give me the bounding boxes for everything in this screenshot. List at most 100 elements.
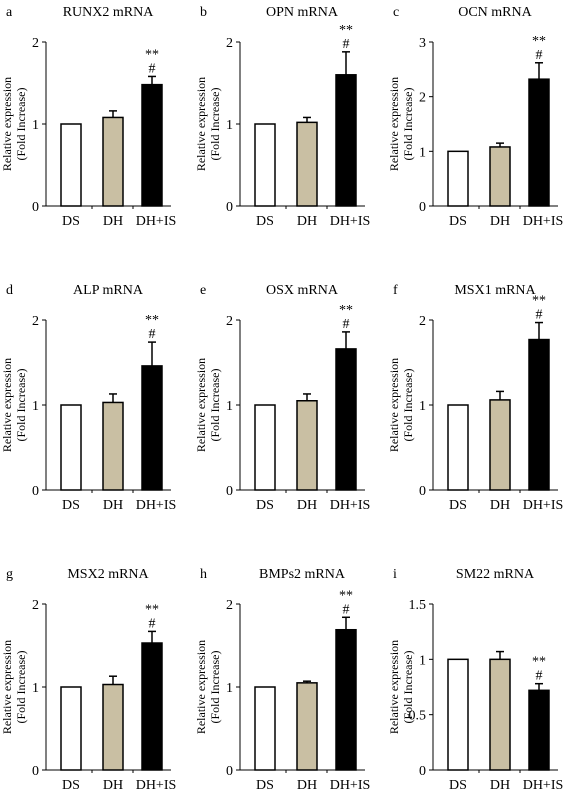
y-axis-label-unit: (Fold Increase) — [14, 651, 28, 724]
bar-dh-is — [335, 628, 357, 771]
significance-stars: ** — [532, 34, 546, 49]
panel-letter: b — [200, 5, 207, 20]
significance-stars: ** — [145, 313, 159, 328]
y-tick-label: 2 — [226, 36, 233, 51]
y-tick-label: 0 — [32, 200, 39, 215]
significance-hash: # — [343, 317, 350, 332]
y-tick-label: 3 — [419, 36, 426, 51]
y-axis-label: Relative expression — [194, 358, 208, 452]
significance-hash: # — [149, 616, 156, 631]
chart-title: OSX mRNA — [266, 283, 339, 298]
bar-ds — [447, 658, 469, 771]
y-tick-label: 2 — [419, 91, 426, 106]
panel-c: c OCN mRNA Relative expression (Fold Increa… — [387, 5, 563, 229]
y-axis-label-unit: (Fold Increase) — [208, 651, 222, 724]
x-tick-label: DH+IS — [330, 214, 371, 229]
bar-ds — [60, 123, 82, 207]
x-tick-label: DH+IS — [523, 778, 564, 793]
x-tick-label: DH+IS — [136, 214, 177, 229]
bar-ds — [60, 404, 82, 491]
bar-ds — [60, 686, 82, 771]
panel-d: d ALP mRNA Relative expression (Fold Increa… — [0, 283, 176, 513]
x-tick-label: DH+IS — [136, 778, 177, 793]
y-tick-label: 2 — [32, 598, 39, 613]
panel-b: b OPN mRNA Relative expression (Fold Increa… — [194, 5, 370, 229]
bar-dh — [489, 399, 511, 491]
y-tick-label: 1 — [32, 399, 39, 414]
y-axis-label-unit: (Fold Increase) — [14, 369, 28, 442]
panel-letter: g — [6, 567, 13, 582]
x-tick-label: DS — [449, 214, 467, 229]
panel-f: f MSX1 mRNA Relative expression (Fold Incre… — [387, 283, 563, 513]
x-tick-label: DS — [256, 778, 274, 793]
chart-title: ALP mRNA — [73, 283, 144, 298]
significance-hash: # — [536, 48, 543, 63]
panel-letter: a — [6, 5, 13, 20]
bar-dh-is — [141, 83, 163, 207]
y-axis-label: Relative expression — [0, 640, 14, 734]
bar-dh — [296, 121, 318, 207]
y-axis-label: Relative expression — [0, 358, 14, 452]
bar-dh-is — [141, 365, 163, 491]
panel-letter: c — [393, 5, 399, 20]
chart-title: MSX1 mRNA — [454, 283, 536, 298]
chart-title: OPN mRNA — [266, 5, 339, 20]
significance-stars: ** — [532, 655, 546, 670]
bar-dh — [102, 116, 124, 207]
y-tick-label: 2 — [32, 314, 39, 329]
bar-ds — [254, 123, 276, 207]
y-tick-label: 0 — [419, 764, 426, 779]
panel-i: i SM22 mRNA Relative expression (Fold Incre… — [387, 567, 563, 793]
y-tick-label: 2 — [226, 314, 233, 329]
y-axis-label-unit: (Fold Increase) — [401, 651, 415, 724]
y-tick-label: 1 — [226, 118, 233, 133]
panel-e: e OSX mRNA Relative expression (Fold Increa… — [194, 283, 370, 513]
bar-dh — [489, 658, 511, 771]
x-tick-label: DH — [297, 778, 317, 793]
bar-dh — [489, 146, 511, 207]
significance-hash: # — [343, 602, 350, 617]
x-tick-label: DH — [103, 214, 123, 229]
y-axis-label: Relative expression — [387, 640, 401, 734]
panel-letter: i — [393, 567, 397, 582]
bar-dh-is — [528, 338, 550, 491]
panel-a: a RUNX2 mRNA Relative expression (Fold Incr… — [0, 5, 176, 229]
y-axis-label-unit: (Fold Increase) — [401, 88, 415, 161]
x-tick-label: DS — [62, 778, 80, 793]
x-tick-label: DH — [103, 498, 123, 513]
bar-dh-is — [528, 78, 550, 207]
panel-letter: e — [200, 283, 206, 298]
bar-dh — [296, 682, 318, 771]
y-axis-label: Relative expression — [194, 640, 208, 734]
panel-letter: f — [393, 283, 398, 298]
x-tick-label: DS — [256, 498, 274, 513]
panel-letter: d — [6, 283, 13, 298]
x-tick-label: DS — [449, 778, 467, 793]
y-tick-label: 1 — [32, 681, 39, 696]
chart-title: RUNX2 mRNA — [63, 5, 155, 20]
significance-hash: # — [536, 669, 543, 684]
bar-dh-is — [335, 74, 357, 207]
x-tick-label: DS — [449, 498, 467, 513]
y-axis-label: Relative expression — [387, 358, 401, 452]
significance-hash: # — [536, 308, 543, 323]
y-axis-label-unit: (Fold Increase) — [208, 369, 222, 442]
y-tick-label: 1 — [419, 145, 426, 160]
significance-hash: # — [149, 61, 156, 76]
y-tick-label: 0 — [419, 484, 426, 499]
panel-letter: h — [200, 567, 207, 582]
chart-title: MSX2 mRNA — [67, 567, 149, 582]
x-tick-label: DH+IS — [330, 498, 371, 513]
y-tick-label: 0 — [226, 764, 233, 779]
bar-ds — [254, 404, 276, 491]
y-axis-label-unit: (Fold Increase) — [401, 369, 415, 442]
x-tick-label: DH — [103, 778, 123, 793]
y-tick-label: 0 — [32, 484, 39, 499]
chart-title: BMPs2 mRNA — [259, 567, 346, 582]
y-tick-label: 1 — [226, 681, 233, 696]
bar-dh-is — [335, 348, 357, 491]
bar-dh-is — [528, 689, 550, 771]
bar-ds — [447, 404, 469, 491]
